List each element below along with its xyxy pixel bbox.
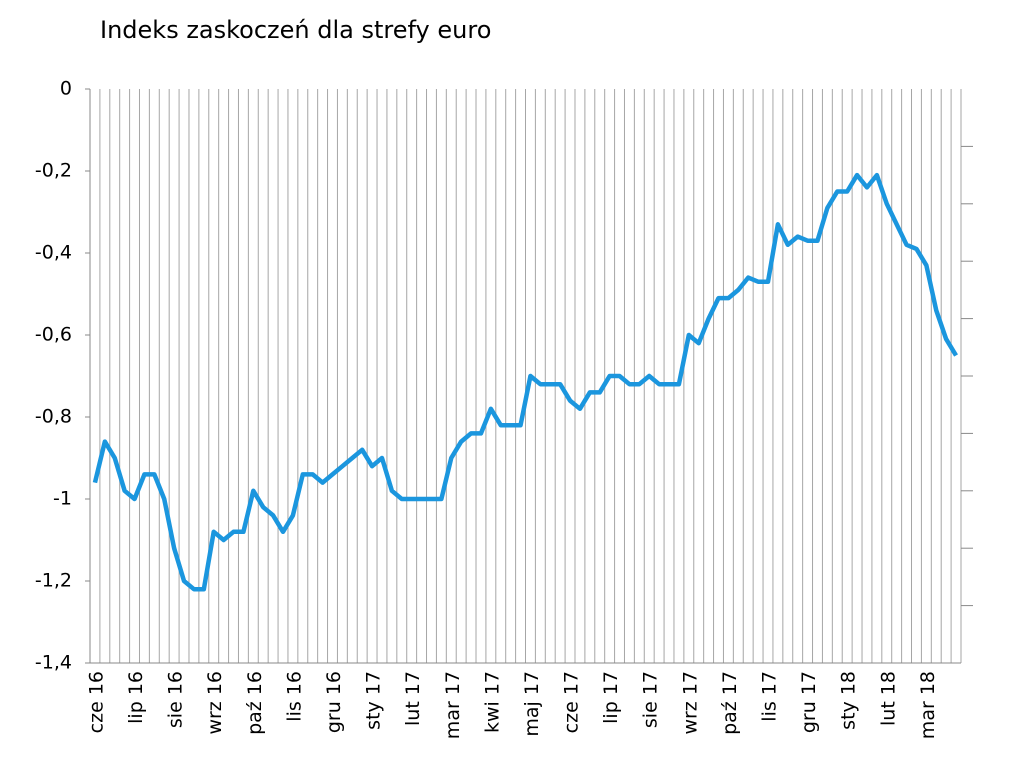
x-tick-label: lis 16	[283, 671, 305, 722]
x-tick-label: lip 16	[125, 671, 147, 724]
x-tick-label: gru 16	[323, 671, 345, 733]
x-tick-label: cze 16	[85, 671, 107, 733]
x-tick-label: sty 18	[838, 671, 860, 730]
x-tick-label: lut 17	[402, 671, 424, 726]
x-tick-label: sie 16	[165, 671, 187, 728]
x-tick-label: mar 18	[917, 671, 939, 739]
x-tick-label: wrz 17	[679, 671, 701, 735]
chart-title: Indeks zaskoczeń dla strefy euro	[100, 16, 491, 44]
x-tick-label: maj 17	[521, 671, 543, 737]
x-tick-label: lis 17	[758, 671, 780, 722]
y-tick-label: -1,2	[35, 570, 72, 592]
x-tick-label: sty 17	[363, 671, 385, 730]
x-tick-label: lut 18	[877, 671, 899, 726]
y-tick-label: -0,2	[35, 160, 72, 182]
x-tick-label: wrz 16	[204, 671, 226, 735]
data-line	[92, 172, 958, 592]
x-tick-label: kwi 17	[481, 671, 503, 733]
x-tick-label: sie 17	[640, 671, 662, 728]
y-tick-label: -0,6	[35, 324, 72, 346]
x-tick-label: lip 17	[600, 671, 622, 724]
y-tick-label: -1	[53, 488, 72, 510]
x-tick-label: paź 17	[719, 671, 741, 735]
x-tick-label: paź 16	[244, 671, 266, 735]
x-tick-label: mar 17	[442, 671, 464, 739]
y-tick-label: -1,4	[35, 652, 72, 674]
y-tick-label: -0,4	[35, 242, 72, 264]
y-tick-label: -0,8	[35, 406, 72, 428]
y-tick-label: 0	[60, 78, 72, 100]
x-tick-label: gru 17	[798, 671, 820, 733]
x-tick-label: cze 17	[561, 671, 583, 733]
